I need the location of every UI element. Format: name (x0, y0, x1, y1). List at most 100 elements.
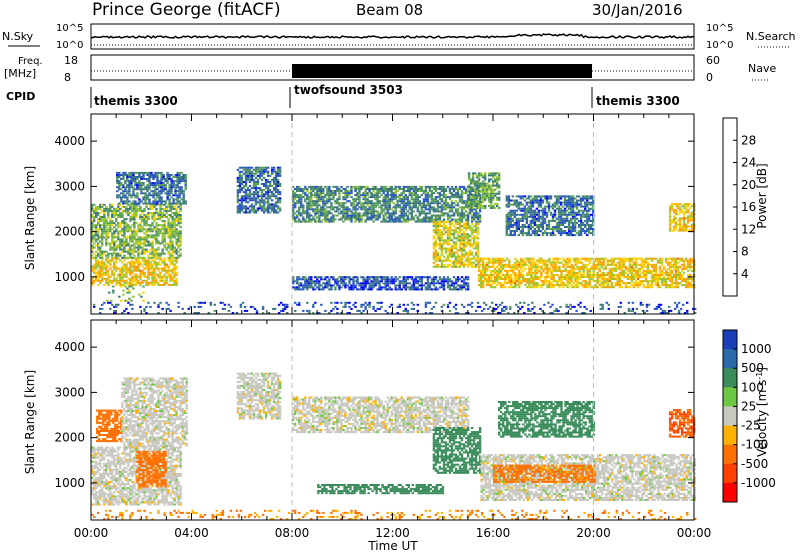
power-echo-cell (272, 178, 276, 181)
power-echo-cell (566, 276, 569, 278)
power-echo-cell (137, 259, 140, 262)
power-echo-cell (103, 230, 106, 233)
power-echo-cell (292, 206, 295, 209)
power-echo-cell (408, 202, 411, 205)
power-echo-cell (113, 234, 116, 237)
power-echo-cell (352, 280, 355, 283)
power-echo-cell (165, 207, 168, 210)
power-echo-cell (382, 286, 385, 289)
power-echo-cell (155, 230, 158, 233)
power-echo-cell (322, 196, 325, 199)
power-echo-cell (520, 282, 523, 285)
power-echo-cell (398, 185, 401, 188)
power-echo-cell (278, 170, 282, 173)
power-echo-cell (163, 216, 166, 218)
power-echo-cell (126, 184, 129, 187)
power-echo-cell (182, 174, 185, 176)
power-echo-cell (244, 209, 248, 212)
power-echo-cell (376, 188, 379, 190)
power-echo-cell (171, 205, 174, 208)
power-echo-cell (432, 188, 436, 190)
power-echo-cell (340, 204, 343, 207)
power-echo-cell (616, 284, 619, 287)
power-echo-cell (99, 218, 102, 221)
power-echo-cell (133, 226, 136, 229)
power-echo-cell (370, 196, 373, 199)
power-echo-cell (610, 286, 613, 289)
power-echo-cell (540, 265, 543, 268)
power-echo-cell (360, 282, 363, 285)
power-echo-cell (402, 284, 405, 287)
power-echo-cell (500, 278, 503, 280)
power-echo-cell (364, 278, 367, 281)
power-echo-cell (460, 247, 464, 250)
power-echo-cell (131, 259, 134, 262)
power-echo-cell (530, 286, 533, 289)
power-echo-cell (464, 241, 468, 244)
power-echo-cell (394, 220, 397, 223)
power-echo-cell (646, 267, 650, 270)
power-echo-cell (155, 267, 158, 270)
power-echo-cell (458, 188, 462, 190)
power-echo-cell (167, 214, 170, 216)
power-echo-cell (562, 282, 565, 285)
power-echo-cell (165, 275, 168, 278)
power-echo-cell (426, 284, 430, 287)
power-echo-cell (342, 220, 345, 223)
power-echo-cell (117, 209, 120, 212)
power-echo-cell (134, 176, 137, 178)
power-echo-cell (476, 237, 480, 240)
power-echo-cell (570, 284, 573, 287)
power-echo-cell (107, 207, 110, 210)
power-echo-cell (97, 232, 100, 235)
power-echo-cell (362, 196, 365, 199)
power-echo-cell (118, 194, 121, 197)
power-echo-cell (140, 171, 143, 174)
power-echo-cell (97, 263, 100, 266)
power-echo-cell (490, 265, 493, 268)
power-echo-cell (268, 183, 272, 185)
power-echo-cell (113, 256, 116, 259)
power-echo-cell (582, 280, 585, 283)
power-echo-cell (470, 229, 474, 232)
power-echo-cell (292, 185, 295, 188)
power-echo-cell (115, 269, 118, 272)
power-echo-cell (146, 178, 149, 180)
power-echo-cell (332, 276, 335, 279)
power-echo-cell (342, 280, 345, 283)
power-echo-cell (117, 238, 120, 241)
power-echo-cell (126, 186, 129, 189)
power-echo-cell (167, 267, 170, 270)
power-echo-cell (310, 194, 313, 197)
power-echo-cell (348, 282, 351, 285)
power-echo-cell (434, 288, 438, 291)
power-echo-cell (123, 259, 126, 262)
power-echo-cell (442, 225, 446, 228)
power-echo-cell (530, 274, 533, 276)
power-echo-cell (312, 188, 315, 190)
power-echo-cell (340, 286, 343, 289)
power-echo-cell (240, 189, 244, 192)
power-echo-cell (336, 282, 339, 285)
power-echo-cell (152, 192, 155, 195)
power-echo-cell (481, 257, 485, 260)
power-echo-cell (171, 207, 174, 210)
power-echo-cell (113, 240, 116, 243)
power-echo-cell (134, 196, 137, 199)
power-echo-cell (157, 261, 160, 264)
power-echo-cell (128, 174, 131, 176)
power-echo-cell (121, 214, 124, 216)
power-echo-cell (350, 286, 353, 289)
power-echo-cell (618, 282, 621, 285)
power-echo-cell (416, 276, 419, 279)
power-echo-cell (474, 241, 478, 244)
power-echo-cell (180, 202, 183, 205)
power-echo-cell (179, 238, 182, 241)
power-echo-cell (462, 214, 466, 217)
power-echo-cell (155, 232, 158, 235)
power-echo-cell (590, 274, 593, 276)
power-echo-cell (438, 239, 442, 242)
power-echo-cell (126, 291, 129, 294)
power-echo-cell (406, 276, 409, 279)
power-echo-cell (446, 202, 450, 205)
